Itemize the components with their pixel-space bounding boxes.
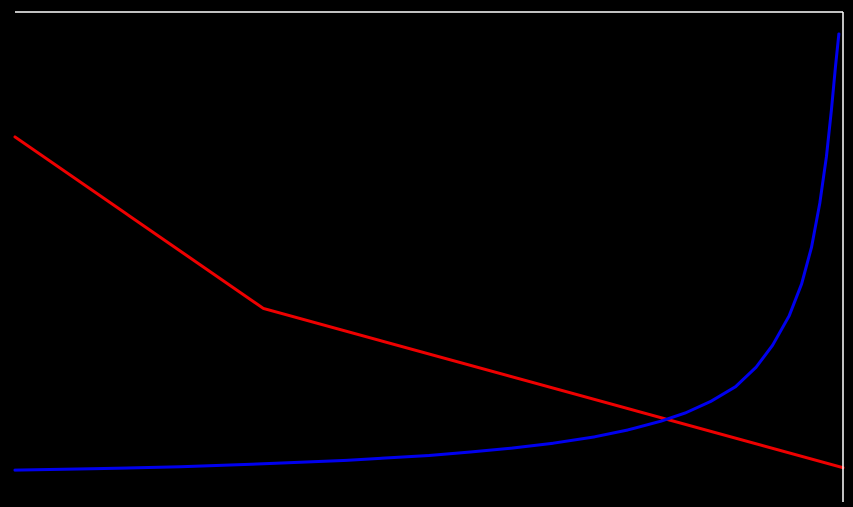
chart-background	[0, 0, 853, 507]
line-chart	[0, 0, 853, 507]
